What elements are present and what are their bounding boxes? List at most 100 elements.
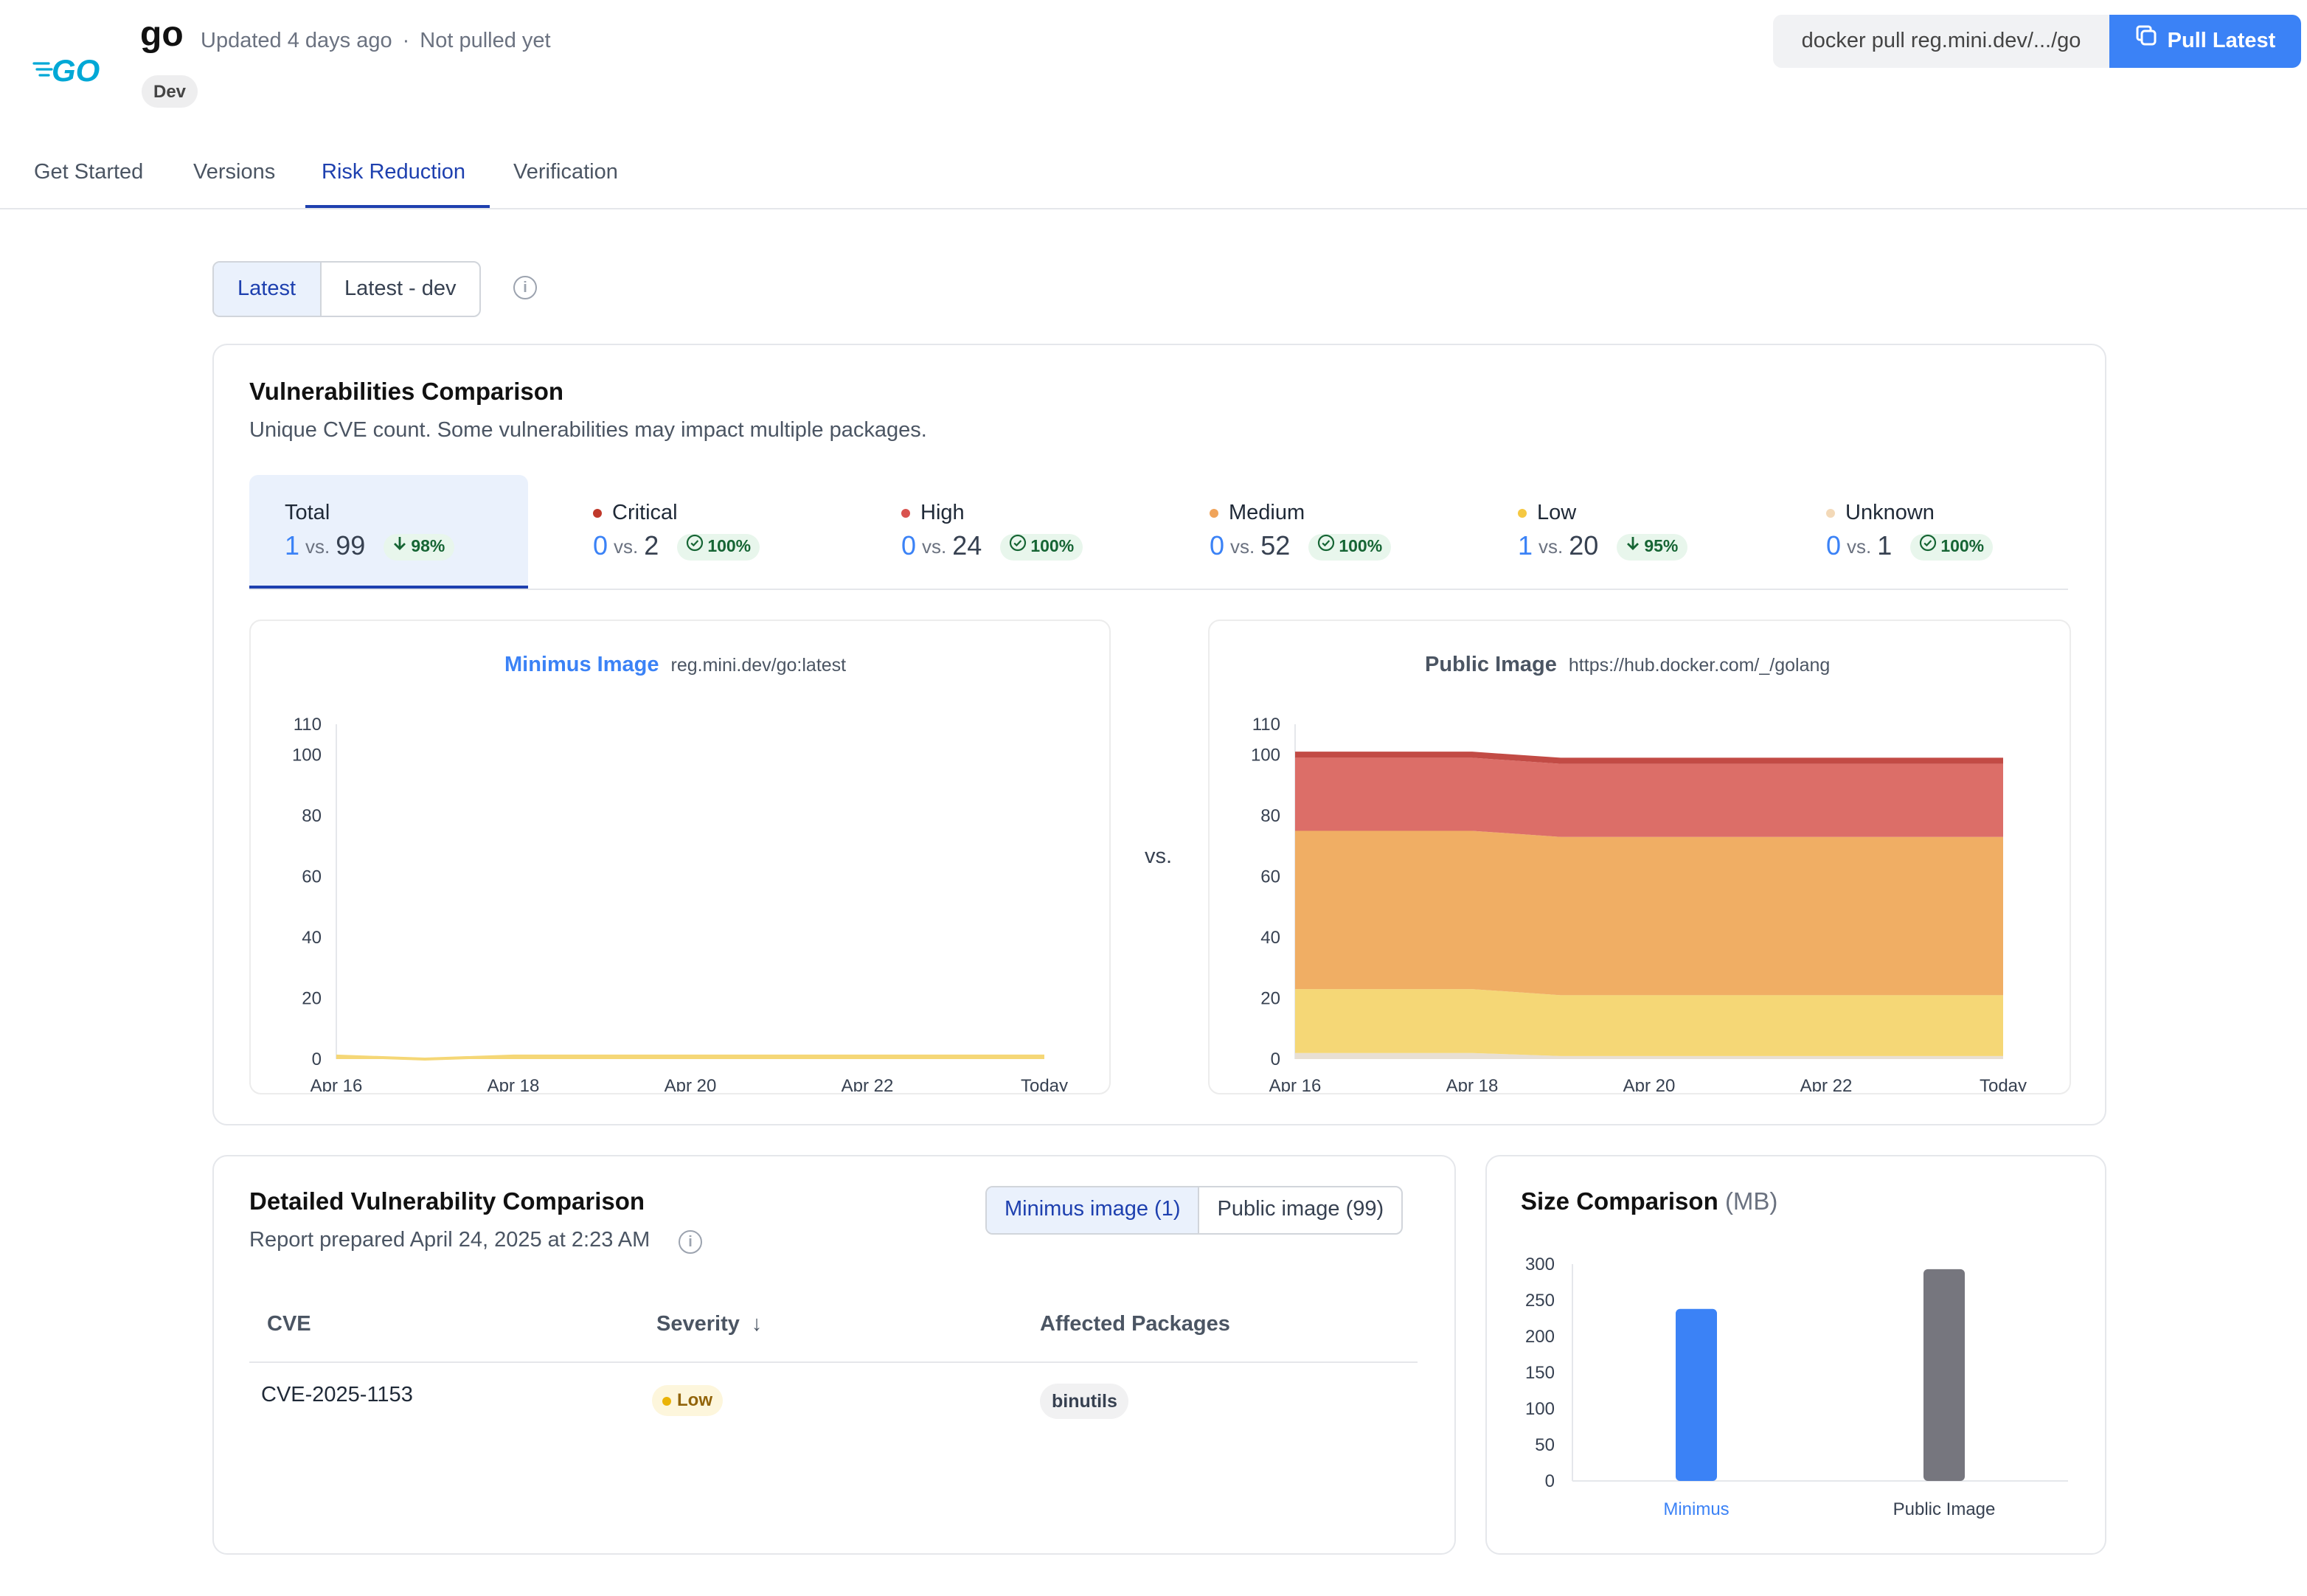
bar-public-image: [1923, 1269, 1965, 1481]
go-logo: GO: [32, 44, 109, 91]
minimus-count: 0: [901, 531, 917, 561]
y-tick-label: 0: [1271, 1049, 1280, 1069]
stat-critical-label-text: Critical: [612, 502, 678, 525]
y-tick-label: 110: [294, 715, 322, 735]
minimus-count: 1: [285, 531, 300, 561]
report-date: Report prepared April 24, 2025 at 2:23 A…: [249, 1229, 651, 1252]
stats-divider: [249, 589, 2068, 590]
public-count: 2: [644, 531, 659, 561]
reduction-badge: 100%: [1909, 533, 1994, 560]
stat-low[interactable]: Low 1 vs. 20 95%: [1482, 475, 1777, 589]
y-tick-label: 150: [1525, 1363, 1555, 1383]
y-tick-label: 0: [1545, 1471, 1555, 1491]
active-tab-indicator: [305, 205, 490, 208]
pull-command[interactable]: docker pull reg.mini.dev/.../go: [1773, 15, 2109, 68]
area-series-low: [1295, 989, 2003, 1056]
table-header-divider: [249, 1361, 1418, 1363]
y-tick-label: 80: [302, 806, 322, 826]
y-tick-label: 80: [1260, 806, 1280, 826]
vs-text: vs.: [1538, 535, 1564, 558]
image-title: go: [140, 15, 184, 55]
reduction-percent: 100%: [1030, 538, 1075, 555]
minimus-chart-title-text: Minimus Image: [504, 653, 659, 677]
tab-risk-reduction[interactable]: Risk Reduction: [322, 161, 466, 184]
minimus-count: 0: [1210, 531, 1225, 561]
toggle-minimus-image[interactable]: Minimus image (1): [987, 1187, 1200, 1233]
info-icon[interactable]: i: [513, 276, 537, 299]
public-chart-title-text: Public Image: [1425, 653, 1557, 677]
stat-unknown-label-text: Unknown: [1845, 502, 1935, 525]
vulnerabilities-subtitle: Unique CVE count. Some vulnerabilities m…: [249, 419, 927, 443]
reduction-percent: 100%: [1940, 538, 1985, 555]
toggle-public-image[interactable]: Public image (99): [1217, 1198, 1384, 1221]
svg-text:GO: GO: [52, 53, 100, 88]
check-circle-icon: [685, 533, 703, 560]
reduction-percent: 98%: [411, 538, 445, 555]
stat-total-label: Total: [285, 502, 330, 525]
pull-latest-label: Pull Latest: [2167, 30, 2276, 53]
dev-badge: Dev: [142, 75, 198, 108]
x-tick-label: Apr 16: [311, 1076, 363, 1092]
critical-dot: [593, 509, 602, 518]
y-tick-label: 250: [1525, 1291, 1555, 1311]
x-tick-label: Apr 18: [488, 1076, 540, 1092]
toggle-latest[interactable]: Latest: [214, 263, 321, 316]
x-tick-label: Apr 22: [842, 1076, 894, 1092]
stat-medium[interactable]: Medium 0 vs. 52 100%: [1174, 475, 1469, 589]
stat-unknown-label: Unknown: [1826, 502, 1935, 525]
public-count: 1: [1877, 531, 1893, 561]
line-series-low: [336, 1054, 1044, 1061]
public-chart-title: Public Image https://hub.docker.com/_/gol…: [1425, 653, 1830, 677]
cve-id[interactable]: CVE-2025-1153: [261, 1384, 413, 1407]
column-affected-packages[interactable]: Affected Packages: [1040, 1313, 1230, 1336]
report-info-icon[interactable]: i: [679, 1230, 702, 1254]
updated-text: Updated 4 days ago: [201, 30, 392, 53]
public-chart-box: [1208, 620, 2071, 1094]
reduction-percent: 100%: [1339, 538, 1383, 555]
area-series-unknown: [1295, 1052, 2003, 1059]
stat-high[interactable]: High 0 vs. 24 100%: [866, 475, 1161, 589]
vulnerabilities-title: Vulnerabilities Comparison: [249, 379, 564, 406]
stat-unknown[interactable]: Unknown 0 vs. 1 100%: [1791, 475, 2086, 589]
minimus-area-chart: 0 20 40 60 80 100 110 Apr 16 Apr 18 Apr 20 Apr 22 T…: [292, 715, 1068, 1092]
stat-total[interactable]: Total 1 vs. 99 98%: [249, 475, 528, 589]
x-tick-label: Apr 20: [1623, 1076, 1676, 1092]
detailed-card: [212, 1155, 1456, 1555]
y-tick-label: 100: [292, 745, 322, 765]
low-dot: [1518, 509, 1527, 518]
minimus-chart-box: [249, 620, 1111, 1094]
size-bar-chart: 0 50 100 150 200 250 300 Minimus Public Image: [1525, 1255, 2068, 1519]
stat-high-values: 0 vs. 24 100%: [901, 531, 1083, 562]
x-tick-label: Today: [1980, 1076, 2027, 1092]
stat-medium-label-text: Medium: [1229, 502, 1305, 525]
public-count: 20: [1569, 531, 1599, 561]
column-severity[interactable]: Severity ↓: [656, 1313, 762, 1336]
column-severity-label: Severity: [656, 1313, 740, 1336]
y-tick-label: 110: [1252, 715, 1280, 735]
x-tick-label: Apr 16: [1269, 1076, 1322, 1092]
tab-bar: Get Started Versions Risk Reduction Veri…: [0, 148, 2307, 209]
check-circle-icon: [1316, 533, 1334, 560]
y-tick-label: 100: [1525, 1399, 1555, 1419]
size-unit: (MB): [1724, 1189, 1778, 1215]
column-cve[interactable]: CVE: [267, 1313, 311, 1336]
vs-label: vs.: [1145, 845, 1173, 869]
public-area-chart: 0 20 40 60 80 100 110 Apr 16 Apr 18 Apr 20 Apr 22 T…: [1251, 715, 2027, 1092]
toggle-latest-dev[interactable]: Latest - dev: [344, 277, 457, 301]
area-series-medium: [1295, 830, 2003, 996]
stat-critical[interactable]: Critical 0 vs. 2 100%: [558, 475, 853, 589]
tab-verification[interactable]: Verification: [513, 161, 618, 184]
y-tick-label: 20: [302, 988, 322, 1008]
check-circle-icon: [1008, 533, 1026, 560]
tab-versions[interactable]: Versions: [193, 161, 276, 184]
vs-text: vs.: [1847, 535, 1872, 558]
stat-low-values: 1 vs. 20 95%: [1518, 531, 1687, 562]
public-chart-url: https://hub.docker.com/_/golang: [1568, 655, 1831, 676]
unknown-dot: [1826, 509, 1835, 518]
tab-get-started[interactable]: Get Started: [34, 161, 144, 184]
x-category-label: Public Image: [1893, 1499, 1996, 1519]
stat-medium-label: Medium: [1210, 502, 1305, 525]
pull-latest-button[interactable]: Pull Latest: [2109, 15, 2301, 68]
pulled-text: Not pulled yet: [420, 30, 551, 53]
reduction-badge: 100%: [999, 533, 1083, 560]
